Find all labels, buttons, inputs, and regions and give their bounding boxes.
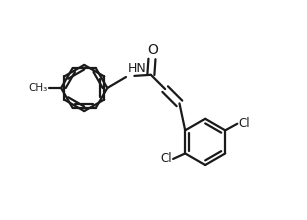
Text: Cl: Cl: [238, 117, 250, 130]
Text: HN: HN: [128, 62, 147, 75]
Text: CH₃: CH₃: [28, 83, 47, 93]
Text: Cl: Cl: [161, 152, 172, 165]
Text: O: O: [147, 43, 158, 57]
